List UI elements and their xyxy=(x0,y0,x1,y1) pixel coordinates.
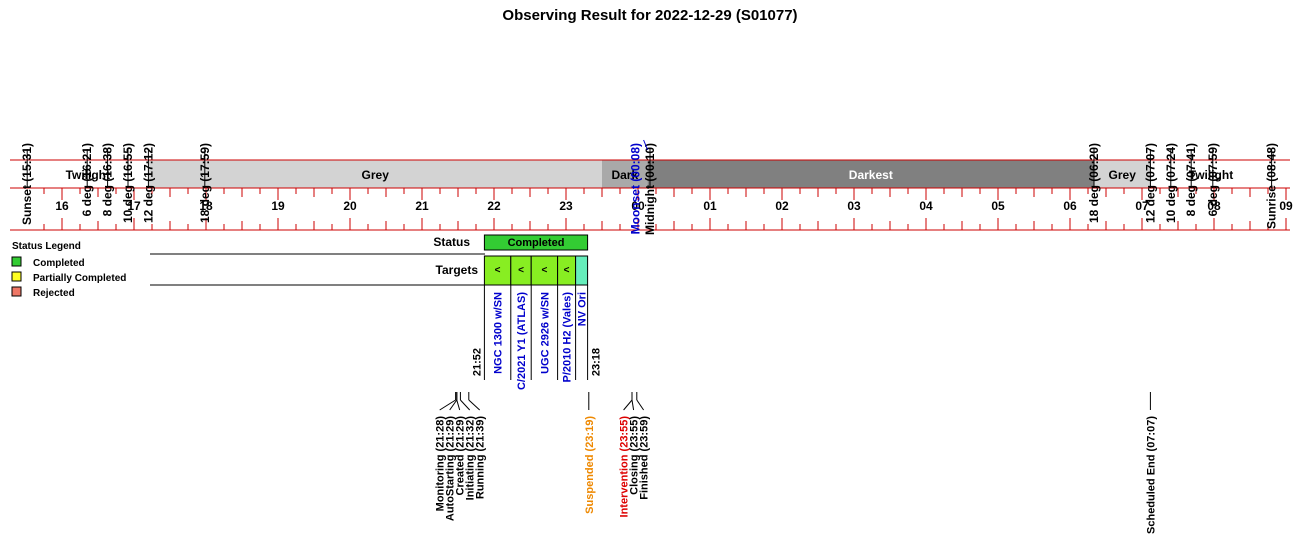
status-bar xyxy=(483,234,589,251)
axis-tick-label: 17 xyxy=(127,199,141,213)
sky-band-label: Grey xyxy=(1109,168,1137,182)
moon-marker-line xyxy=(643,139,649,151)
target-name: NV Ori xyxy=(577,292,589,326)
event-connector xyxy=(456,399,461,411)
axis-tick-label: 01 xyxy=(703,199,717,213)
target-name: NGC 1300 w/SN xyxy=(493,292,505,374)
axis-tick-label: 06 xyxy=(1063,199,1077,213)
status-targets-layer: Status Targets Completed < NGC 1300 w/SN < C/2… xyxy=(150,234,603,390)
event-label: Closing (23:55) xyxy=(629,416,641,495)
legend-item-label: Completed xyxy=(33,258,85,269)
legend-item-label: Partially Completed xyxy=(33,273,126,284)
status-bar-label: Completed xyxy=(508,237,565,249)
axis-tick-label: 08 xyxy=(1207,199,1221,213)
target-block-mark: < xyxy=(564,265,570,276)
event-label: Monitoring (21:28) xyxy=(435,416,447,512)
event-layer: Monitoring (21:28)AutoStarting (21:29)Cr… xyxy=(435,392,1157,534)
event-label: Finished (23:59) xyxy=(639,416,651,500)
event-connector xyxy=(468,399,481,411)
target-name: UGC 2926 w/SN xyxy=(539,292,551,374)
event-connector xyxy=(449,399,458,411)
event-label: Running (21:39) xyxy=(475,416,487,499)
twilight-marker-label: 8 deg (16:38) xyxy=(101,143,115,216)
twilight-marker-label: 6 deg (07:59) xyxy=(1206,143,1220,216)
axis-tick-label: 22 xyxy=(487,199,501,213)
event-connector xyxy=(636,399,645,411)
sky-band xyxy=(647,160,1094,188)
twilight-marker-label: 6 deg (16:21) xyxy=(80,143,94,216)
sky-band xyxy=(148,160,602,188)
axis-tick-label: 03 xyxy=(847,199,861,213)
axis-tick-label: 16 xyxy=(55,199,69,213)
axis-tick-label: 20 xyxy=(343,199,357,213)
event-connector xyxy=(460,399,471,411)
event-label: Suspended (23:19) xyxy=(584,416,596,514)
event-label: AutoStarting (21:29) xyxy=(445,416,457,521)
twilight-marker-label: 8 deg (07:41) xyxy=(1184,143,1198,216)
axis-tick-label: 18 xyxy=(199,199,213,213)
sky-band-label: Dark xyxy=(611,168,638,182)
event-connector xyxy=(631,399,635,411)
target-name: C/2021 Y1 (ATLAS) xyxy=(516,292,528,390)
axis-tick-label: 05 xyxy=(991,199,1005,213)
target-block xyxy=(575,255,589,286)
sky-band-label: Twilight xyxy=(66,168,110,182)
twilight-marker-label: Sunset (15:31) xyxy=(20,143,34,225)
event-label: Intervention (23:55) xyxy=(619,416,631,518)
twilight-marker-label: 12 deg (07:07) xyxy=(1143,143,1157,223)
twilight-marker-label: Midnight (00:10) xyxy=(643,143,657,235)
targets-row-label: Targets xyxy=(436,263,479,277)
status-row-label: Status xyxy=(433,235,470,249)
axis-tick-label: 00 xyxy=(631,199,645,213)
target-block-mark: < xyxy=(541,265,547,276)
event-label: Scheduled End (07:07) xyxy=(1145,416,1157,534)
time-axis: 16 17 18 19 20 21 22 23 00 01 02 03 04 05 06 07 08 09 xyxy=(10,188,1293,231)
axis-tick-label: 09 xyxy=(1279,199,1293,213)
legend-swatch xyxy=(11,286,22,297)
event-connector xyxy=(623,399,633,411)
legend-title: Status Legend xyxy=(12,241,81,252)
twilight-marker-label: Sunrise (08:48) xyxy=(1265,143,1279,229)
twilight-marker-layer: Sunset (15:31) 6 deg (16:21) 8 deg (16:38)… xyxy=(20,139,1279,235)
sky-band-layer: Twilight Grey Dark Darkest Grey Twilight xyxy=(10,159,1290,189)
sky-band xyxy=(602,160,648,188)
sky-band-label: Twilight xyxy=(1189,168,1233,182)
axis-tick-label: 21 xyxy=(415,199,429,213)
axis-tick-label: 04 xyxy=(919,199,933,213)
status-legend: Status Legend Completed Partially Complete… xyxy=(11,241,126,299)
target-block xyxy=(530,255,559,286)
sky-band xyxy=(1094,160,1151,188)
legend-item-label: Rejected xyxy=(33,288,75,299)
twilight-marker-label: 10 deg (16:55) xyxy=(121,143,135,223)
targets-start-time: 21:52 xyxy=(471,348,483,376)
target-name: P/2010 H2 (Vales) xyxy=(562,292,574,383)
event-label: Initiating (21:32) xyxy=(465,416,477,501)
targets-end-time: 23:18 xyxy=(591,348,603,376)
sky-band-label: Darkest xyxy=(849,168,893,182)
axis-tick-label: 02 xyxy=(775,199,789,213)
twilight-marker-label: 10 deg (07:24) xyxy=(1164,143,1178,223)
axis-tick-label: 07 xyxy=(1135,199,1149,213)
event-connector xyxy=(439,399,456,411)
target-block-mark: < xyxy=(518,265,524,276)
chart-title: Observing Result for 2022-12-29 (S01077) xyxy=(502,7,797,24)
axis-tick-label: 23 xyxy=(559,199,573,213)
twilight-marker-label: 12 deg (17:12) xyxy=(141,143,155,223)
sky-band-label: Grey xyxy=(362,168,390,182)
event-label: Created (21:29) xyxy=(455,416,467,496)
legend-swatch xyxy=(11,256,22,267)
twilight-marker-label: 18 deg (06:20) xyxy=(1087,143,1101,223)
twilight-marker-label: 18 deg (17:59) xyxy=(198,143,212,223)
target-block-mark: < xyxy=(495,265,501,276)
moon-marker-label: Moonset (00:08) xyxy=(629,143,643,234)
legend-swatch xyxy=(11,271,22,282)
axis-tick-label: 19 xyxy=(271,199,285,213)
